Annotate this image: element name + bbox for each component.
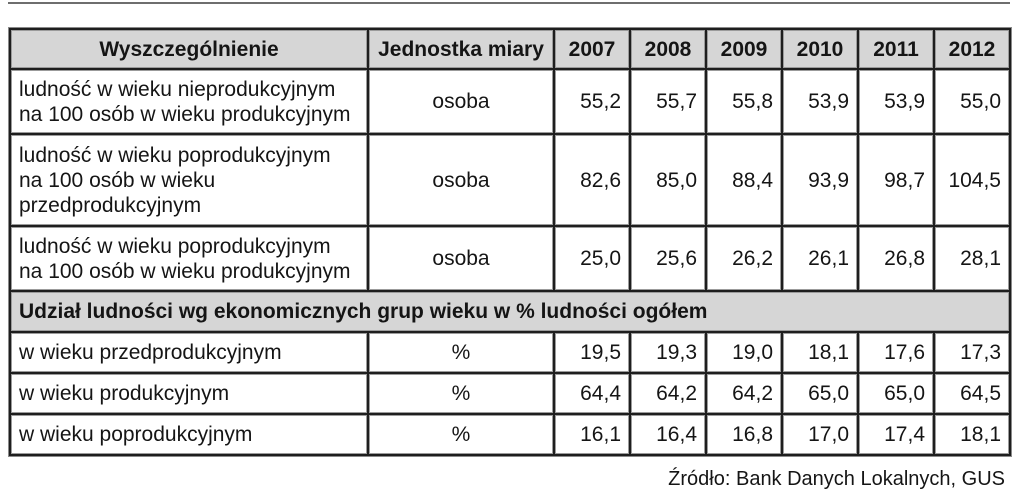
header-year-2012: 2012 [935, 30, 1009, 68]
header-year-2007: 2007 [555, 30, 629, 68]
value-cell-2012: 55,0 [935, 70, 1009, 133]
value-cell-2012: 104,5 [935, 135, 1009, 225]
row-unit: osoba [369, 135, 553, 225]
table-row: ludność w wieku nieprodukcyjnym na 100 o… [11, 70, 1009, 133]
value-cell-2008: 19,3 [631, 333, 705, 372]
section-title: Udział ludności wg ekonomicznych grup wi… [11, 292, 1009, 331]
value-cell-2011: 53,9 [859, 70, 933, 133]
value-cell-2009: 55,8 [707, 70, 781, 133]
value-cell-2009: 19,0 [707, 333, 781, 372]
row-unit: % [369, 374, 553, 413]
value-cell-2009: 88,4 [707, 135, 781, 225]
row-unit: osoba [369, 70, 553, 133]
header-year-2009: 2009 [707, 30, 781, 68]
source-note: Źródło: Bank Danych Lokalnych, GUS [668, 468, 1005, 490]
row-unit: % [369, 415, 553, 454]
value-cell-2011: 17,6 [859, 333, 933, 372]
row-label: ludność w wieku poprodukcyjnym na 100 os… [11, 135, 367, 225]
value-cell-2010: 93,9 [783, 135, 857, 225]
value-cell-2010: 17,0 [783, 415, 857, 454]
value-cell-2009: 16,8 [707, 415, 781, 454]
table-header-row: Wyszczególnienie Jednostka miary 2007 20… [11, 30, 1009, 68]
value-cell-2009: 64,2 [707, 374, 781, 413]
table-row: w wieku poprodukcyjnym % 16,1 16,4 16,8 … [11, 415, 1009, 454]
section-header-row: Udział ludności wg ekonomicznych grup wi… [11, 292, 1009, 331]
value-cell-2008: 64,2 [631, 374, 705, 413]
table-row: ludność w wieku poprodukcyjnym na 100 os… [11, 227, 1009, 290]
header-year-2011: 2011 [859, 30, 933, 68]
value-cell-2012: 64,5 [935, 374, 1009, 413]
value-cell-2010: 65,0 [783, 374, 857, 413]
value-cell-2008: 55,7 [631, 70, 705, 133]
row-label: ludność w wieku poprodukcyjnym na 100 os… [11, 227, 367, 290]
value-cell-2012: 18,1 [935, 415, 1009, 454]
table-row: w wieku produkcyjnym % 64,4 64,2 64,2 65… [11, 374, 1009, 413]
value-cell-2012: 17,3 [935, 333, 1009, 372]
header-unit: Jednostka miary [369, 30, 553, 68]
value-cell-2011: 17,4 [859, 415, 933, 454]
value-cell-2011: 98,7 [859, 135, 933, 225]
row-label: w wieku produkcyjnym [11, 374, 367, 413]
value-cell-2007: 82,6 [555, 135, 629, 225]
table-row: ludność w wieku poprodukcyjnym na 100 os… [11, 135, 1009, 225]
row-label: w wieku przedprodukcyjnym [11, 333, 367, 372]
value-cell-2010: 53,9 [783, 70, 857, 133]
row-unit: % [369, 333, 553, 372]
demographic-table: Wyszczególnienie Jednostka miary 2007 20… [8, 27, 1012, 457]
value-cell-2008: 16,4 [631, 415, 705, 454]
top-rule [8, 2, 1010, 4]
header-year-2010: 2010 [783, 30, 857, 68]
value-cell-2007: 19,5 [555, 333, 629, 372]
value-cell-2011: 65,0 [859, 374, 933, 413]
value-cell-2007: 16,1 [555, 415, 629, 454]
header-year-2008: 2008 [631, 30, 705, 68]
value-cell-2008: 85,0 [631, 135, 705, 225]
value-cell-2012: 28,1 [935, 227, 1009, 290]
row-label: w wieku poprodukcyjnym [11, 415, 367, 454]
row-unit: osoba [369, 227, 553, 290]
value-cell-2010: 18,1 [783, 333, 857, 372]
value-cell-2007: 25,0 [555, 227, 629, 290]
value-cell-2007: 55,2 [555, 70, 629, 133]
header-description: Wyszczególnienie [11, 30, 367, 68]
value-cell-2009: 26,2 [707, 227, 781, 290]
value-cell-2010: 26,1 [783, 227, 857, 290]
value-cell-2007: 64,4 [555, 374, 629, 413]
value-cell-2008: 25,6 [631, 227, 705, 290]
value-cell-2011: 26,8 [859, 227, 933, 290]
table-row: w wieku przedprodukcyjnym % 19,5 19,3 19… [11, 333, 1009, 372]
row-label: ludność w wieku nieprodukcyjnym na 100 o… [11, 70, 367, 133]
